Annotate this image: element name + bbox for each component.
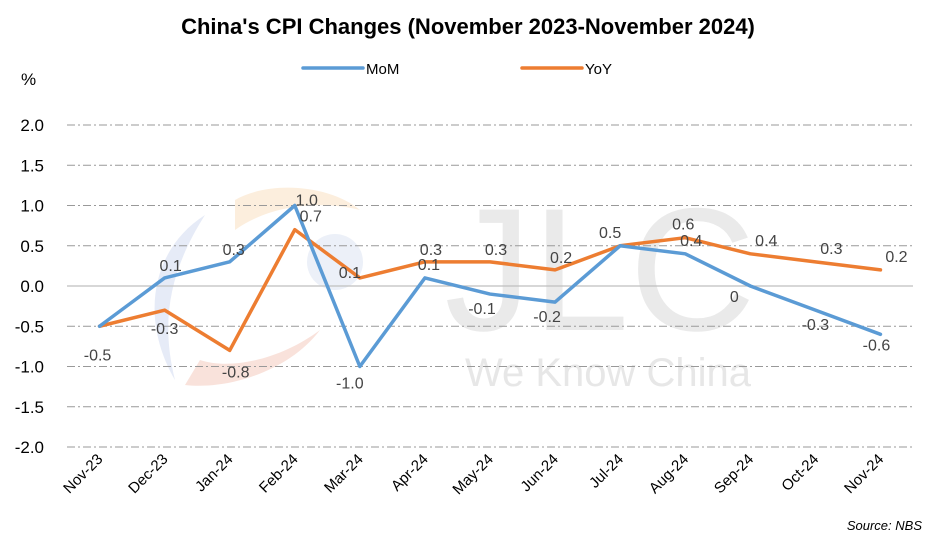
legend: MoM YoY	[301, 61, 612, 78]
y-tick-label: -0.5	[15, 317, 44, 336]
y-axis-ticks: 2.0 1.5 1.0 0.5 0.0 -0.5 -1.0 -1.5 -2.0	[15, 116, 44, 457]
x-tick-label: Apr-24	[388, 451, 432, 495]
data-label-mom: -1.0	[336, 376, 364, 393]
y-tick-label: -1.0	[15, 358, 44, 377]
data-label-yoy: 0.3	[820, 241, 842, 258]
x-tick-label: Nov-23	[60, 451, 106, 497]
data-label-mom: 0.5	[599, 225, 621, 242]
data-label-yoy: 0.6	[672, 217, 694, 234]
data-label-mom: 0.1	[159, 258, 181, 275]
data-label-mom: 0.4	[680, 233, 702, 250]
data-label-yoy: 0.4	[755, 233, 777, 250]
data-label-yoy: -0.3	[151, 321, 179, 338]
data-label-mom: -0.3	[802, 317, 830, 334]
x-tick-label: Dec-23	[125, 451, 171, 497]
x-tick-label: Aug-24	[646, 451, 692, 497]
data-label-mom: -0.1	[468, 301, 496, 318]
y-axis-unit-label: %	[21, 70, 37, 89]
data-label-mom: -0.6	[863, 337, 891, 354]
data-label-mom: 0.3	[223, 242, 245, 259]
x-tick-label: Oct-24	[778, 451, 822, 495]
data-label-yoy: 0.3	[485, 242, 507, 259]
data-label-yoy: 0.1	[339, 265, 361, 282]
data-label-mom: 0	[730, 289, 739, 306]
data-label-mom: 1.0	[296, 193, 318, 210]
y-tick-label: 1.0	[20, 197, 44, 216]
data-label-mom: 0.1	[418, 257, 440, 274]
y-tick-label: 0.5	[20, 237, 44, 256]
chart-title: China's CPI Changes (November 2023-Novem…	[181, 14, 755, 39]
x-tick-label: Feb-24	[256, 451, 302, 497]
data-label-yoy: 0.3	[420, 242, 442, 259]
watermark-tagline-text: We Know China	[465, 351, 752, 395]
series-lines	[97, 203, 883, 369]
y-tick-label: 1.5	[20, 156, 44, 175]
data-label-yoy: 0.2	[885, 249, 907, 266]
x-tick-label: Jun-24	[517, 451, 561, 495]
watermark-logo-arc-red	[185, 330, 320, 386]
x-axis-ticks: Nov-23 Dec-23 Jan-24 Feb-24 Mar-24 Apr-24 May-…	[60, 451, 887, 498]
watermark-main-text: JLC	[444, 173, 755, 368]
y-tick-label: 0.0	[20, 277, 44, 296]
data-labels: 0.10.31.0-1.00.1-0.1 -0.20.5 0.40-0.3-0.6-…	[84, 193, 908, 393]
x-tick-label: Mar-24	[321, 451, 367, 497]
y-tick-label: 2.0	[20, 116, 44, 135]
data-label-mom: -0.2	[533, 309, 561, 326]
source-note: Source: NBS	[846, 518, 922, 533]
data-label-yoy: 0.2	[550, 250, 572, 267]
data-label-yoy: -0.5	[84, 347, 112, 364]
data-label-yoy: -0.8	[222, 364, 250, 381]
x-tick-label: Jan-24	[192, 451, 236, 495]
y-tick-label: -1.5	[15, 398, 44, 417]
legend-label-mom: MoM	[366, 61, 399, 78]
series-line-yoy	[97, 227, 883, 353]
data-label-yoy: 0.7	[300, 209, 322, 226]
watermark-logo-arc-orange	[235, 187, 360, 230]
watermark-logo-arc-blue	[154, 215, 205, 380]
x-tick-label: Jul-24	[586, 451, 627, 492]
x-tick-label: Sep-24	[711, 451, 757, 497]
x-tick-label: May-24	[449, 451, 496, 498]
x-tick-label: Nov-24	[841, 451, 887, 497]
gridlines	[67, 124, 913, 448]
y-tick-label: -2.0	[15, 438, 44, 457]
legend-label-yoy: YoY	[585, 61, 612, 78]
series-line-mom	[97, 203, 883, 369]
